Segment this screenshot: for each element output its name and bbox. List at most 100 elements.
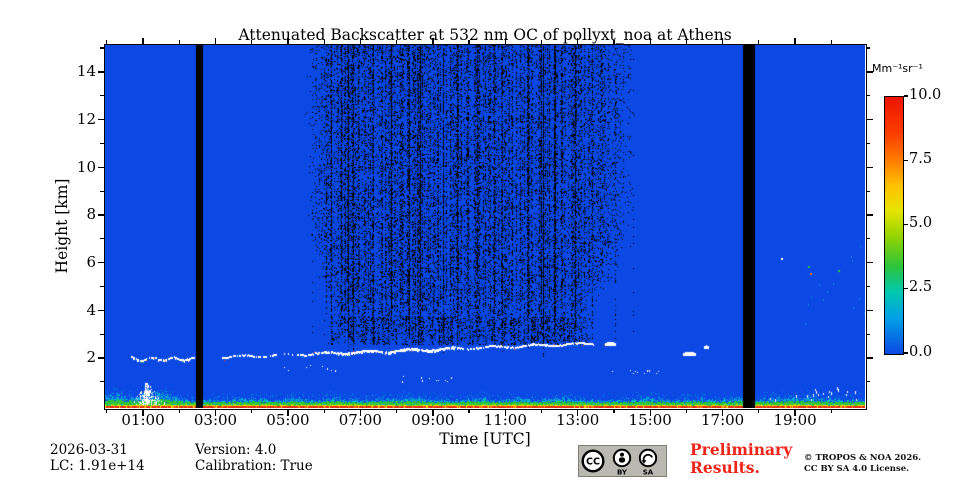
x-minor-tick-top: [396, 40, 398, 44]
x-major-tick: [142, 409, 144, 416]
x-minor-tick-top: [685, 40, 687, 44]
y-major-tick-right: [866, 119, 873, 121]
version-label: Version: 4.0: [195, 442, 277, 458]
y-major-tick-right: [866, 214, 873, 216]
y-major-tick: [97, 166, 104, 168]
colorbar: [884, 96, 904, 355]
y-tick-label: 14: [76, 62, 96, 81]
y-minor-tick-right: [866, 333, 870, 335]
x-major-tick-top: [577, 37, 579, 44]
y-tick-label: 8: [86, 205, 96, 224]
y-minor-tick: [100, 238, 104, 240]
y-minor-tick-right: [866, 190, 870, 192]
x-tick-label: 13:00: [556, 411, 600, 429]
colorbar-tick: [903, 352, 908, 354]
x-tick-label: 09:00: [411, 411, 455, 429]
x-major-tick-top: [794, 37, 796, 44]
x-major-tick-top: [359, 37, 362, 44]
x-tick-label: 11:00: [483, 411, 527, 429]
x-major-tick-top: [287, 37, 289, 44]
y-minor-tick-right: [866, 285, 870, 288]
measurement-date: 2026-03-31: [50, 442, 128, 458]
x-minor-tick: [685, 409, 687, 413]
x-minor-tick-top: [758, 40, 760, 44]
y-major-tick: [97, 262, 104, 264]
y-tick-label: 12: [76, 110, 96, 129]
footer-middle: Version: 4.0 Calibration: True: [195, 442, 313, 474]
x-major-tick: [287, 409, 289, 416]
colorbar-tick-label: 0.0: [909, 343, 933, 360]
x-minor-tick: [613, 409, 615, 413]
plot-title: Attenuated Backscatter at 532 nm OC of p…: [238, 26, 732, 44]
x-tick-label: 05:00: [266, 411, 310, 429]
y-major-tick-right: [866, 309, 873, 311]
y-minor-tick-right: [866, 238, 870, 240]
x-major-tick: [577, 409, 579, 416]
x-major-tick-top: [504, 37, 506, 44]
x-minor-tick: [758, 409, 760, 413]
y-major-tick: [97, 119, 104, 121]
copyright-line1: © TROPOS & NOA 2026.: [804, 453, 922, 463]
x-minor-tick: [251, 409, 253, 413]
x-minor-tick-top: [468, 40, 470, 44]
x-major-tick: [794, 409, 796, 416]
x-major-tick-top: [649, 37, 651, 44]
x-minor-tick-top: [830, 40, 832, 44]
x-minor-tick-top: [178, 40, 180, 44]
x-tick-label: 19:00: [773, 411, 817, 429]
x-major-tick-top: [722, 37, 724, 44]
x-minor-tick: [468, 409, 470, 413]
x-major-tick: [214, 409, 217, 416]
cc-logo-icon: [581, 449, 605, 473]
colorbar-tick: [903, 223, 908, 226]
y-tick-label: 10: [76, 157, 96, 176]
cc-by-person-head: [620, 452, 624, 457]
cc-sa-arrow-icon: [638, 448, 658, 468]
x-minor-tick: [396, 409, 398, 413]
calibration-label: Calibration: True: [195, 458, 313, 474]
x-major-tick: [722, 409, 724, 416]
y-major-tick: [97, 309, 104, 311]
x-minor-tick: [106, 409, 108, 413]
x-minor-tick-top: [540, 40, 543, 44]
x-minor-tick-top: [323, 40, 325, 44]
y-major-tick-right: [866, 71, 873, 73]
colorbar-unit-label: Mm⁻¹sr⁻¹: [872, 62, 923, 75]
copyright-notice: © TROPOS & NOA 2026. CC BY SA 4.0 Licens…: [804, 453, 921, 475]
cc-by-person-body: [618, 457, 626, 463]
cc-sa-label: SA: [643, 469, 654, 477]
y-minor-tick-right: [866, 47, 870, 49]
cc-sa-arrow-head: [641, 460, 647, 464]
x-tick-label: 07:00: [338, 411, 382, 429]
x-minor-tick: [323, 409, 325, 413]
cc-sa-arrow-arc: [642, 453, 654, 462]
y-minor-tick: [100, 381, 104, 383]
x-minor-tick: [178, 409, 180, 413]
y-major-tick-right: [866, 262, 873, 264]
y-tick-label: 2: [86, 348, 96, 367]
lidar-constant: LC: 1.91e+14: [50, 458, 145, 474]
y-major-tick-right: [866, 166, 873, 168]
copyright-line2: CC BY SA 4.0 License.: [804, 464, 910, 474]
plot-frame: [103, 43, 867, 410]
cc-logo-text: CC: [586, 457, 600, 468]
colorbar-tick: [903, 288, 908, 290]
x-major-tick: [649, 409, 651, 416]
x-major-tick-top: [432, 37, 434, 44]
y-minor-tick: [100, 142, 104, 145]
y-minor-tick-right: [866, 142, 870, 145]
x-major-tick-top: [142, 37, 144, 44]
y-minor-tick-right: [866, 95, 870, 97]
colorbar-tick-label: 7.5: [909, 150, 933, 167]
y-major-tick: [97, 357, 104, 359]
colorbar-tick: [903, 159, 908, 161]
y-minor-tick: [100, 190, 104, 192]
y-minor-tick: [100, 333, 104, 335]
x-major-tick: [432, 409, 434, 416]
x-tick-label: 15:00: [628, 411, 672, 429]
x-major-tick: [504, 409, 506, 416]
x-axis-label: Time [UTC]: [439, 430, 531, 448]
x-minor-tick: [830, 409, 832, 413]
y-minor-tick: [100, 95, 104, 97]
